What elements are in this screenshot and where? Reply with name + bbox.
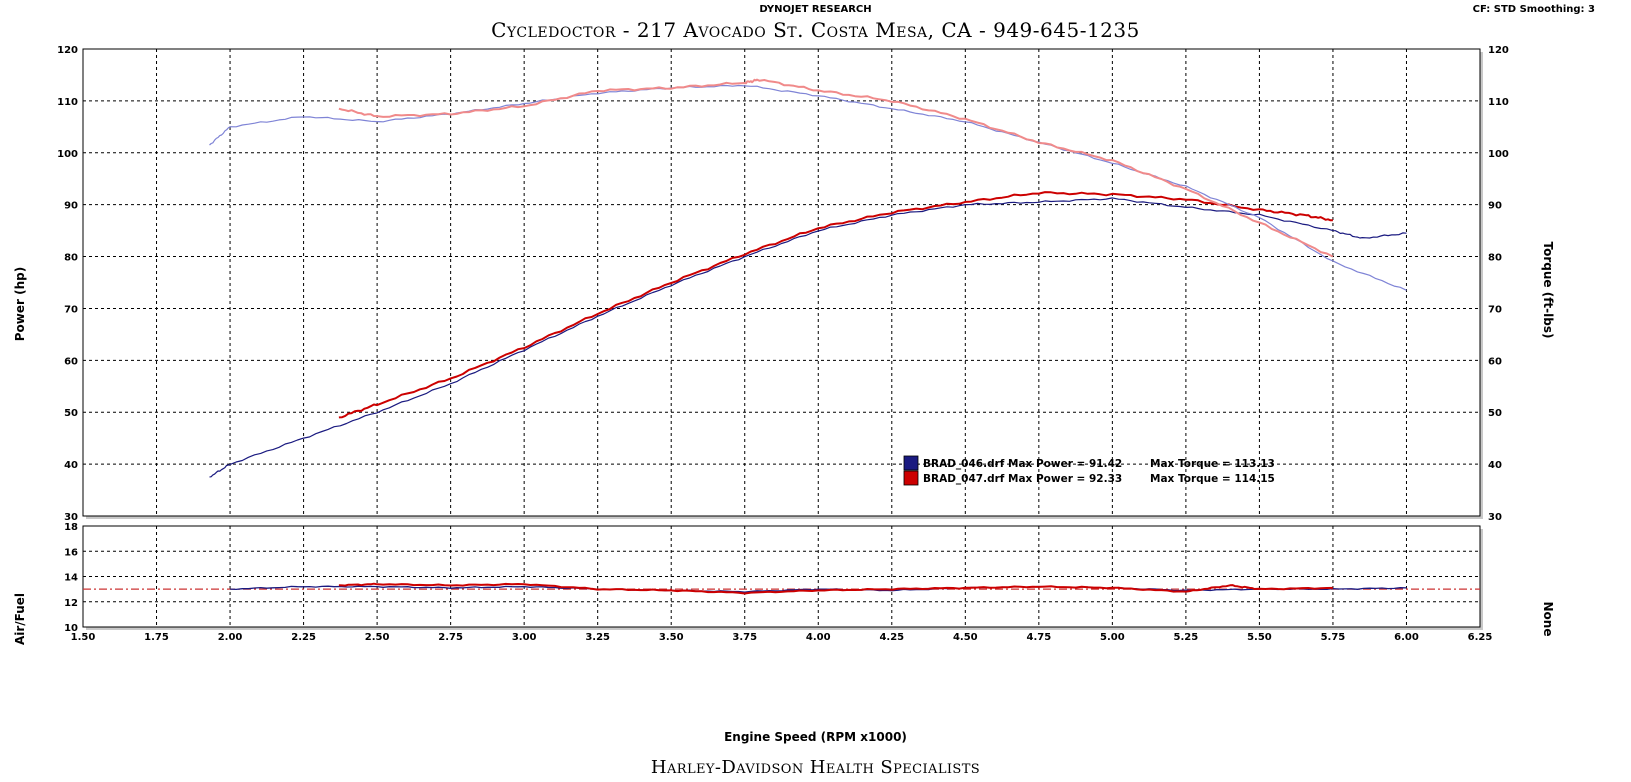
torque-y-tick-label: 70 — [1488, 304, 1502, 315]
x-tick-label: 3.75 — [732, 632, 757, 643]
torque-y-tick-label: 110 — [1488, 97, 1509, 108]
x-tick-label: 5.25 — [1174, 632, 1199, 643]
x-tick-label: 4.00 — [806, 632, 831, 643]
afr-series-brad-047-line — [338, 582, 1333, 595]
x-tick-label: 2.00 — [218, 632, 243, 643]
header-company: DYNOJET RESEARCH — [759, 4, 872, 15]
power-y-tick-label: 90 — [64, 201, 78, 212]
series-brad-046-torque-line — [209, 84, 1407, 291]
power-y-tick-label: 40 — [64, 460, 78, 471]
torque-y-tick-label: 80 — [1488, 253, 1502, 264]
power-y-tick-label: 120 — [57, 45, 78, 56]
power-y-tick-label: 70 — [64, 304, 78, 315]
torque-y-tick-label: 40 — [1488, 460, 1502, 471]
main-plot-frame — [82, 48, 1481, 517]
power-y-tick-label: 80 — [64, 253, 78, 264]
main-chart-series — [209, 78, 1407, 478]
x-tick-label: 5.75 — [1321, 632, 1346, 643]
x-tick-label: 4.50 — [953, 632, 978, 643]
x-tick-label: 3.00 — [512, 632, 537, 643]
torque-y-tick-label: 50 — [1488, 408, 1502, 419]
x-tick-label: 6.25 — [1468, 632, 1493, 643]
torque-axis-label: Torque (ft-lbs) — [1541, 241, 1555, 339]
legend-entry-text-1: BRAD_046.drf Max Power = 91.42 — [923, 458, 1122, 470]
power-y-tick-label: 60 — [64, 356, 78, 367]
afr-chart-grid — [82, 525, 1483, 630]
afr-right-axis-label: None — [1541, 601, 1555, 637]
legend-torque-text-2: Max Torque = 114.15 — [1150, 473, 1275, 485]
legend-torque-text-1: Max Torque = 113.13 — [1150, 458, 1275, 470]
legend-swatch-1 — [903, 455, 919, 471]
afr-y-tick-label: 18 — [64, 522, 78, 533]
series-brad-047-torque-line — [338, 78, 1334, 258]
x-tick-label: 1.75 — [144, 632, 169, 643]
main-chart-ticks: 30 30 40 40 50 50 60 60 70 70 80 80 90 90 100 100 110 110… — [57, 45, 1509, 523]
afr-y-tick-label: 12 — [64, 598, 78, 609]
legend-entry-text-2: BRAD_047.drf Max Power = 92.33 — [923, 473, 1122, 485]
afr-chart-ticks: 1.50 1.75 2.00 2.25 2.50 2.75 3.00 3.25 3.50 3.75… — [64, 522, 1492, 643]
afr-y-tick-label: 10 — [64, 623, 78, 634]
chart-legend: BRAD_046.drf Max Power = 91.42 Max Torque… — [903, 455, 1275, 486]
chart-title: Cycledoctor - 217 Avocado St. Costa Mesa… — [491, 18, 1140, 42]
dyno-chart-svg: 30 30 40 40 50 50 60 60 70 70 80 80 90 90 100 100 110 110… — [57, 45, 1509, 643]
x-axis-label: Engine Speed (RPM x1000) — [724, 730, 907, 744]
x-tick-label: 5.50 — [1247, 632, 1272, 643]
x-tick-label: 4.25 — [879, 632, 904, 643]
torque-y-tick-label: 90 — [1488, 201, 1502, 212]
torque-y-tick-label: 30 — [1488, 512, 1502, 523]
torque-y-tick-label: 60 — [1488, 356, 1502, 367]
x-tick-label: 2.25 — [291, 632, 316, 643]
x-tick-label: 2.75 — [438, 632, 463, 643]
power-y-tick-label: 50 — [64, 408, 78, 419]
x-tick-label: 3.50 — [659, 632, 684, 643]
power-y-tick-label: 110 — [57, 97, 78, 108]
afr-chart-series — [230, 582, 1407, 595]
power-axis-label: Power (hp) — [13, 266, 27, 342]
afr-series-brad-046-line — [230, 585, 1407, 593]
x-tick-label: 6.00 — [1394, 632, 1419, 643]
header-settings: CF: STD Smoothing: 3 — [1472, 4, 1595, 15]
x-tick-label: 3.25 — [585, 632, 610, 643]
x-tick-label: 2.50 — [365, 632, 390, 643]
torque-y-tick-label: 100 — [1488, 149, 1509, 160]
x-tick-label: 4.75 — [1026, 632, 1051, 643]
x-tick-label: 5.00 — [1100, 632, 1125, 643]
afr-axis-label: Air/Fuel — [13, 592, 27, 646]
legend-swatch-2 — [903, 470, 919, 486]
afr-y-tick-label: 14 — [64, 573, 78, 584]
power-y-tick-label: 30 — [64, 512, 78, 523]
series-brad-047-power-line — [338, 191, 1333, 419]
series-brad-046-power-line — [209, 197, 1407, 478]
main-chart-grid — [82, 48, 1483, 519]
x-tick-label: 1.50 — [71, 632, 96, 643]
footer-text: Harley-Davidson Health Specialists — [650, 757, 981, 778]
power-y-tick-label: 100 — [57, 149, 78, 160]
afr-y-tick-label: 16 — [64, 547, 78, 558]
torque-y-tick-label: 120 — [1488, 45, 1509, 56]
